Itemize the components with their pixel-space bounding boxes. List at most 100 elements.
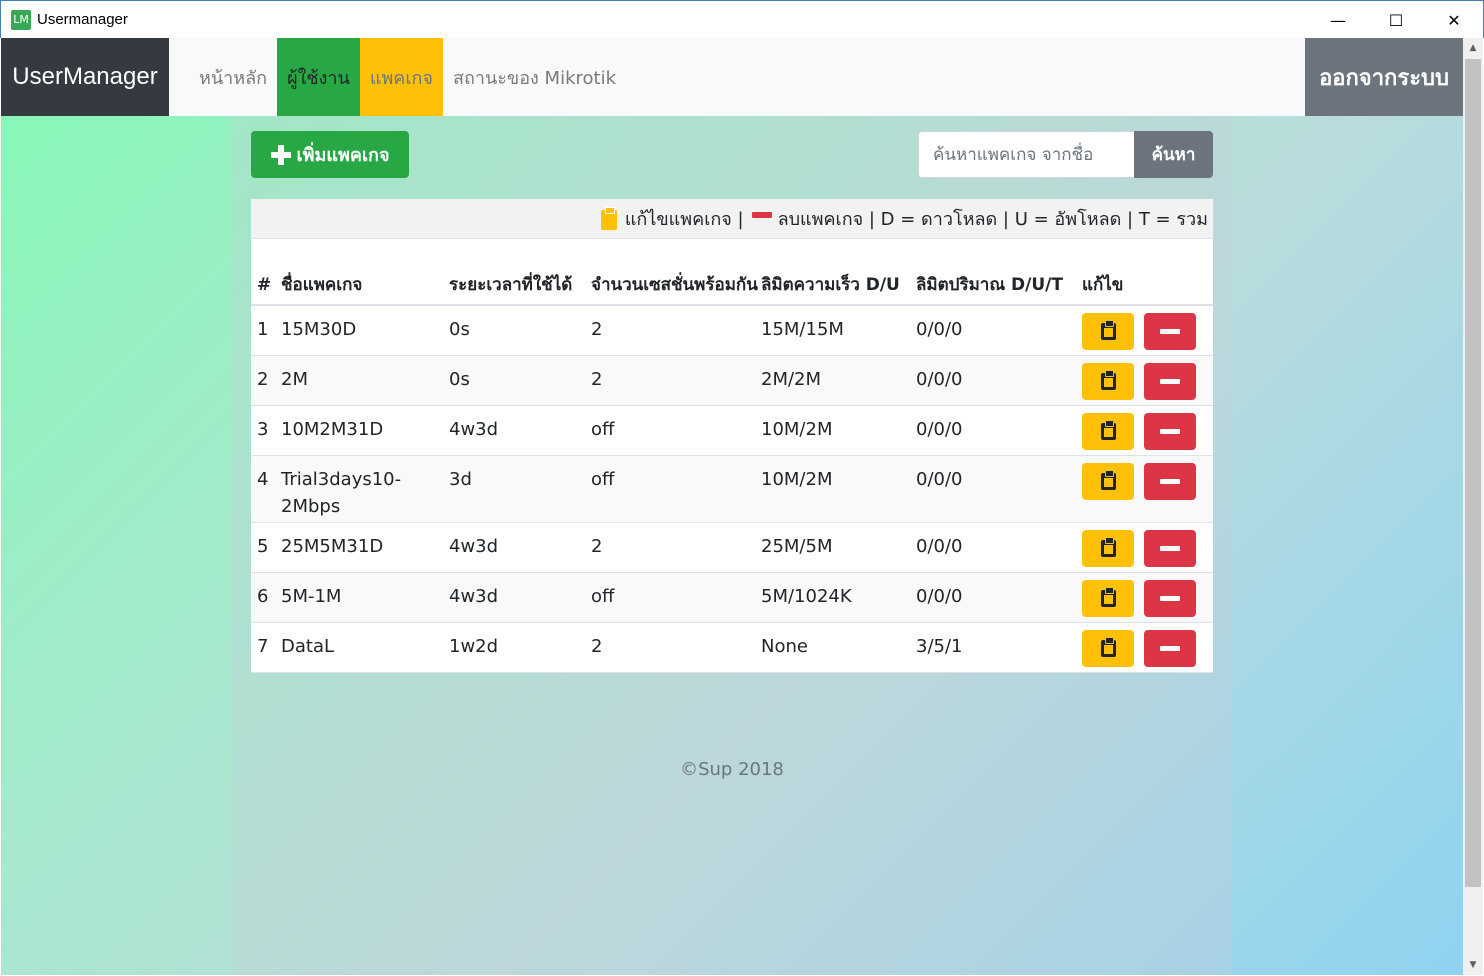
delete-package-button[interactable] — [1144, 580, 1196, 617]
delete-package-button[interactable] — [1144, 630, 1196, 667]
cell-time: 0s — [449, 369, 470, 390]
header-edit: แก้ไข — [1082, 275, 1124, 295]
nav-item-packages[interactable]: แพคเกจ — [359, 38, 443, 116]
clipboard-icon — [1100, 370, 1116, 390]
header-quota: ลิมิตปริมาณ D/U/T — [916, 275, 1063, 295]
cell-speed: 25M/5M — [761, 536, 833, 557]
delete-package-button[interactable] — [1144, 530, 1196, 567]
cell-name: 15M30D — [281, 319, 357, 340]
minus-icon — [1160, 429, 1180, 434]
legend-rest-text: ลบแพคเกจ | D = ดาวโหลด | U = อัพโหลด | T… — [777, 209, 1208, 230]
footer-copyright: ©Sup 2018 — [680, 759, 784, 780]
cell-speed: 2M/2M — [761, 369, 822, 390]
nav-item-users[interactable]: ผู้ใช้งาน — [277, 38, 360, 116]
minus-icon — [1160, 329, 1180, 334]
cell-quota: 0/0/0 — [916, 536, 963, 557]
cell-time: 1w2d — [449, 636, 499, 657]
cell-speed: 10M/2M — [761, 469, 833, 490]
cell-num: 2 — [257, 369, 269, 390]
packages-table: แก้ไขแพคเกจ | ลบแพคเกจ | D = ดาวโหลด | U… — [251, 199, 1213, 673]
window-controls: — ☐ ✕ — [1309, 1, 1483, 39]
cell-speed: None — [761, 636, 808, 657]
cell-speed: 10M/2M — [761, 419, 833, 440]
clipboard-icon — [1100, 470, 1116, 490]
vertical-scrollbar[interactable]: ▲ ▼ — [1463, 38, 1483, 975]
minus-icon — [1160, 646, 1180, 651]
search-button[interactable]: ค้นหา — [1134, 131, 1213, 178]
cell-num: 4 — [257, 469, 269, 490]
delete-package-button[interactable] — [1144, 413, 1196, 450]
table-row: 4 Trial3days10-2Mbps 3d off 10M/2M 0/0/0 — [251, 456, 1213, 523]
minimize-button[interactable]: — — [1330, 10, 1346, 30]
edit-package-button[interactable] — [1082, 463, 1134, 500]
cell-speed: 5M/1024K — [761, 586, 852, 607]
cell-name: DataL — [281, 636, 335, 657]
cell-num: 1 — [257, 319, 269, 340]
cell-name: 10M2M31D — [281, 419, 384, 440]
cell-time: 4w3d — [449, 419, 499, 440]
delete-package-button[interactable] — [1144, 463, 1196, 500]
delete-package-button[interactable] — [1144, 313, 1196, 350]
edit-package-button[interactable] — [1082, 630, 1134, 667]
cell-sessions: off — [591, 469, 615, 490]
cell-num: 6 — [257, 586, 269, 607]
search-input[interactable] — [918, 131, 1134, 178]
edit-package-button[interactable] — [1082, 530, 1134, 567]
scroll-up-arrow-icon[interactable]: ▲ — [1469, 43, 1477, 53]
cell-num: 5 — [257, 536, 269, 557]
delete-package-button[interactable] — [1144, 363, 1196, 400]
app-icon: LM — [11, 9, 31, 30]
close-button[interactable]: ✕ — [1447, 10, 1461, 30]
cell-num: 3 — [257, 419, 269, 440]
cell-sessions: 2 — [591, 319, 603, 340]
table-row: 3 10M2M31D 4w3d off 10M/2M 0/0/0 — [251, 406, 1213, 456]
window-title: Usermanager — [37, 11, 128, 28]
row-actions — [1082, 623, 1213, 672]
search-group: ค้นหา — [918, 131, 1213, 178]
header-name: ชื่อแพคเกจ — [281, 275, 363, 295]
cell-quota: 3/5/1 — [916, 636, 963, 657]
clipboard-icon — [1100, 420, 1116, 440]
table-row: 5 25M5M31D 4w3d 2 25M/5M 0/0/0 — [251, 523, 1213, 573]
cell-quota: 0/0/0 — [916, 586, 963, 607]
cell-sessions: off — [591, 586, 615, 607]
brand-logo[interactable]: UserManager — [1, 38, 169, 116]
cell-name: 5M-1M — [281, 586, 342, 607]
logout-button[interactable]: ออกจากระบบ — [1305, 38, 1463, 116]
scroll-thumb[interactable] — [1465, 59, 1481, 887]
scroll-down-arrow-icon[interactable]: ▼ — [1469, 960, 1477, 970]
row-actions — [1082, 406, 1213, 455]
cell-speed: 15M/15M — [761, 319, 844, 340]
minus-icon — [751, 211, 772, 218]
client-area: UserManager หน้าหลัก ผู้ใช้งาน แพคเกจ สถ… — [1, 38, 1463, 975]
edit-package-button[interactable] — [1082, 580, 1134, 617]
cell-time: 3d — [449, 469, 472, 490]
header-speed: ลิมิตความเร็ว D/U — [761, 275, 900, 295]
add-package-button[interactable]: เพิ่มแพคเกจ — [251, 131, 409, 178]
maximize-button[interactable]: ☐ — [1388, 10, 1404, 30]
cell-name: Trial3days10-2Mbps — [281, 469, 402, 517]
clipboard-icon — [1100, 320, 1116, 340]
header-sessions: จำนวนเซสชั่นพร้อมกัน — [591, 275, 758, 295]
table-body: 1 15M30D 0s 2 15M/15M 0/0/0 2 2M 0s 2 2M/2M 0/0/0 3 1… — [251, 306, 1213, 673]
nav-item-mikrotik-status[interactable]: สถานะของ Mikrotik — [452, 67, 616, 89]
edit-package-button[interactable] — [1082, 313, 1134, 350]
cell-quota: 0/0/0 — [916, 369, 963, 390]
clipboard-icon — [1100, 537, 1116, 557]
navbar: UserManager หน้าหลัก ผู้ใช้งาน แพคเกจ สถ… — [1, 38, 1463, 116]
clipboard-icon — [600, 206, 617, 230]
row-actions — [1082, 356, 1213, 405]
cell-sessions: 2 — [591, 636, 603, 657]
row-actions — [1082, 523, 1213, 572]
cell-name: 2M — [281, 369, 308, 390]
row-actions — [1082, 306, 1213, 355]
nav-item-home[interactable]: หน้าหลัก — [199, 67, 268, 89]
edit-package-button[interactable] — [1082, 363, 1134, 400]
nav-spacer — [626, 38, 1305, 116]
table-legend: แก้ไขแพคเกจ | ลบแพคเกจ | D = ดาวโหลด | U… — [251, 199, 1213, 239]
cell-sessions: 2 — [591, 369, 603, 390]
table-row: 7 DataL 1w2d 2 None 3/5/1 — [251, 623, 1213, 673]
edit-package-button[interactable] — [1082, 413, 1134, 450]
header-num: # — [257, 275, 272, 295]
row-actions — [1082, 456, 1213, 522]
